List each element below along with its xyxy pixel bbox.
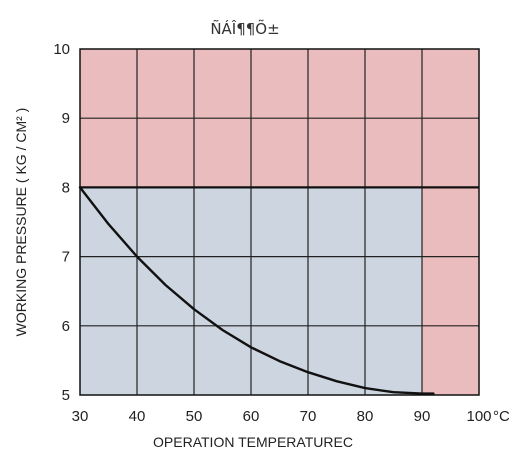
plot-frame (79, 48, 480, 396)
x-tick-label: 70 (300, 408, 317, 425)
y-tick-label: 6 (62, 318, 70, 335)
y-tick-label: 8 (62, 179, 70, 196)
x-tick-label: 30 (72, 408, 89, 425)
series-line (78, 186, 435, 395)
chart-title: ÑÁÎ¶¶Õ± (210, 19, 279, 38)
plot-area (78, 48, 480, 396)
y-tick-label: 5 (62, 387, 70, 404)
x-tick-label: 80 (357, 408, 374, 425)
tick-labels: 30 40 50 60 70 80 90 100 °C 5 6 7 8 9 10 (53, 41, 509, 425)
x-tick-label: 40 (129, 408, 146, 425)
x-axis-title: OPERATION TEMPERATUREC (153, 434, 353, 450)
y-axis-title: WORKING PRESSURE ( KG / CM² ) (13, 108, 29, 337)
x-unit-label: °C (493, 408, 509, 425)
x-tick-label: 100 (466, 408, 491, 425)
x-tick-label: 60 (243, 408, 260, 425)
y-tick-label: 9 (62, 110, 70, 127)
y-tick-label: 10 (53, 41, 70, 58)
x-tick-label: 90 (414, 408, 431, 425)
x-tick-label: 50 (186, 408, 203, 425)
y-tick-label: 7 (62, 249, 70, 266)
